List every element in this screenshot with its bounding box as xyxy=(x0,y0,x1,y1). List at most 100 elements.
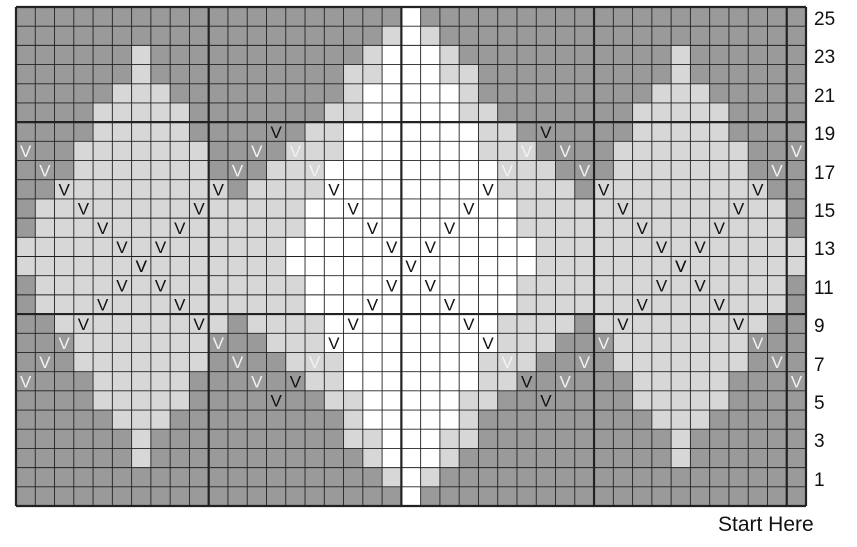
chart-cell xyxy=(285,371,306,391)
chart-cell xyxy=(690,371,710,391)
chart-cell xyxy=(728,333,749,353)
chart-cell xyxy=(16,256,36,276)
chart-cell xyxy=(671,429,691,449)
chart-cell xyxy=(131,429,151,449)
chart-cell xyxy=(112,429,132,449)
stitch-symbol: V xyxy=(579,161,591,180)
chart-cell xyxy=(459,333,479,353)
chart-cell xyxy=(112,83,132,103)
chart-cell xyxy=(728,486,749,506)
chart-cell xyxy=(170,256,190,276)
chart-cell xyxy=(266,429,286,449)
chart-cell xyxy=(613,102,633,123)
chart-cell xyxy=(786,294,806,315)
chart-cell xyxy=(478,160,498,180)
chart-cell xyxy=(420,237,440,257)
chart-cell xyxy=(516,448,537,468)
chart-cell xyxy=(748,45,768,65)
chart-cell xyxy=(170,122,190,142)
stitch-symbol: V xyxy=(39,353,51,372)
chart-cell xyxy=(208,83,228,103)
chart-cell xyxy=(574,198,595,219)
chart-cell xyxy=(189,429,209,449)
chart-cell xyxy=(478,218,498,238)
chart-cell xyxy=(594,371,614,391)
chart-cell xyxy=(266,294,286,315)
chart-cell xyxy=(709,352,729,372)
chart-cell xyxy=(555,179,575,199)
chart-cell xyxy=(497,467,517,487)
chart-cell xyxy=(632,410,652,430)
chart-cell xyxy=(536,64,556,84)
chart-cell xyxy=(613,429,633,449)
chart-cell xyxy=(208,64,228,84)
chart-cell xyxy=(343,429,363,449)
chart-cell xyxy=(382,390,402,411)
chart-cell xyxy=(54,45,74,65)
chart-cell xyxy=(324,390,344,411)
chart-cell xyxy=(671,237,691,257)
chart-cell xyxy=(285,83,306,103)
chart-cell xyxy=(439,64,460,84)
stitch-symbol: V xyxy=(78,315,90,334)
chart-cell xyxy=(208,179,228,199)
chart-cell xyxy=(131,390,151,411)
chart-cell xyxy=(613,448,633,468)
chart-cell xyxy=(54,218,74,238)
chart-cell xyxy=(439,237,460,257)
chart-cell xyxy=(709,64,729,84)
chart-cell xyxy=(613,198,633,219)
chart-cell xyxy=(439,160,460,180)
chart-cell xyxy=(516,429,537,449)
chart-cell xyxy=(439,218,460,238)
chart-cell xyxy=(709,256,729,276)
chart-cell xyxy=(709,141,729,161)
chart-cell xyxy=(401,64,421,84)
chart-cell xyxy=(536,141,556,161)
chart-cell xyxy=(594,160,614,180)
chart-cell xyxy=(420,122,440,142)
chart-cell xyxy=(382,294,402,315)
chart-cell xyxy=(73,237,94,257)
chart-cell xyxy=(73,410,94,430)
chart-cell xyxy=(382,448,402,468)
chart-cell xyxy=(54,486,74,506)
chart-cell xyxy=(16,83,36,103)
chart-cell xyxy=(131,7,151,27)
chart-cell xyxy=(131,83,151,103)
chart-cell xyxy=(247,371,267,391)
chart-cell xyxy=(150,410,171,430)
chart-cell xyxy=(150,390,171,411)
chart-cell xyxy=(112,7,132,27)
chart-cell xyxy=(73,179,94,199)
chart-cell xyxy=(247,26,267,46)
chart-cell xyxy=(555,352,575,372)
chart-cell xyxy=(343,410,363,430)
chart-cell xyxy=(285,141,306,161)
chart-cell xyxy=(401,160,421,180)
chart-cell xyxy=(401,294,421,315)
chart-cell xyxy=(324,198,344,219)
chart-cell xyxy=(227,179,248,199)
chart-cell xyxy=(728,141,749,161)
chart-cell xyxy=(324,333,344,353)
chart-cell xyxy=(35,333,55,353)
chart-cell xyxy=(227,467,248,487)
chart-cell xyxy=(497,275,517,295)
chart-cell xyxy=(189,333,209,353)
chart-cell xyxy=(420,429,440,449)
chart-cell xyxy=(382,198,402,219)
chart-cell xyxy=(285,410,306,430)
chart-cell xyxy=(150,294,171,315)
chart-cell xyxy=(401,333,421,353)
chart-cell xyxy=(767,333,787,353)
chart-cell xyxy=(170,448,190,468)
stitch-symbol: V xyxy=(598,180,610,199)
chart-cell xyxy=(594,256,614,276)
chart-cell xyxy=(671,390,691,411)
chart-cell xyxy=(343,83,363,103)
chart-cell xyxy=(574,83,595,103)
chart-cell xyxy=(516,160,537,180)
chart-cell xyxy=(516,218,537,238)
chart-cell xyxy=(93,294,113,315)
